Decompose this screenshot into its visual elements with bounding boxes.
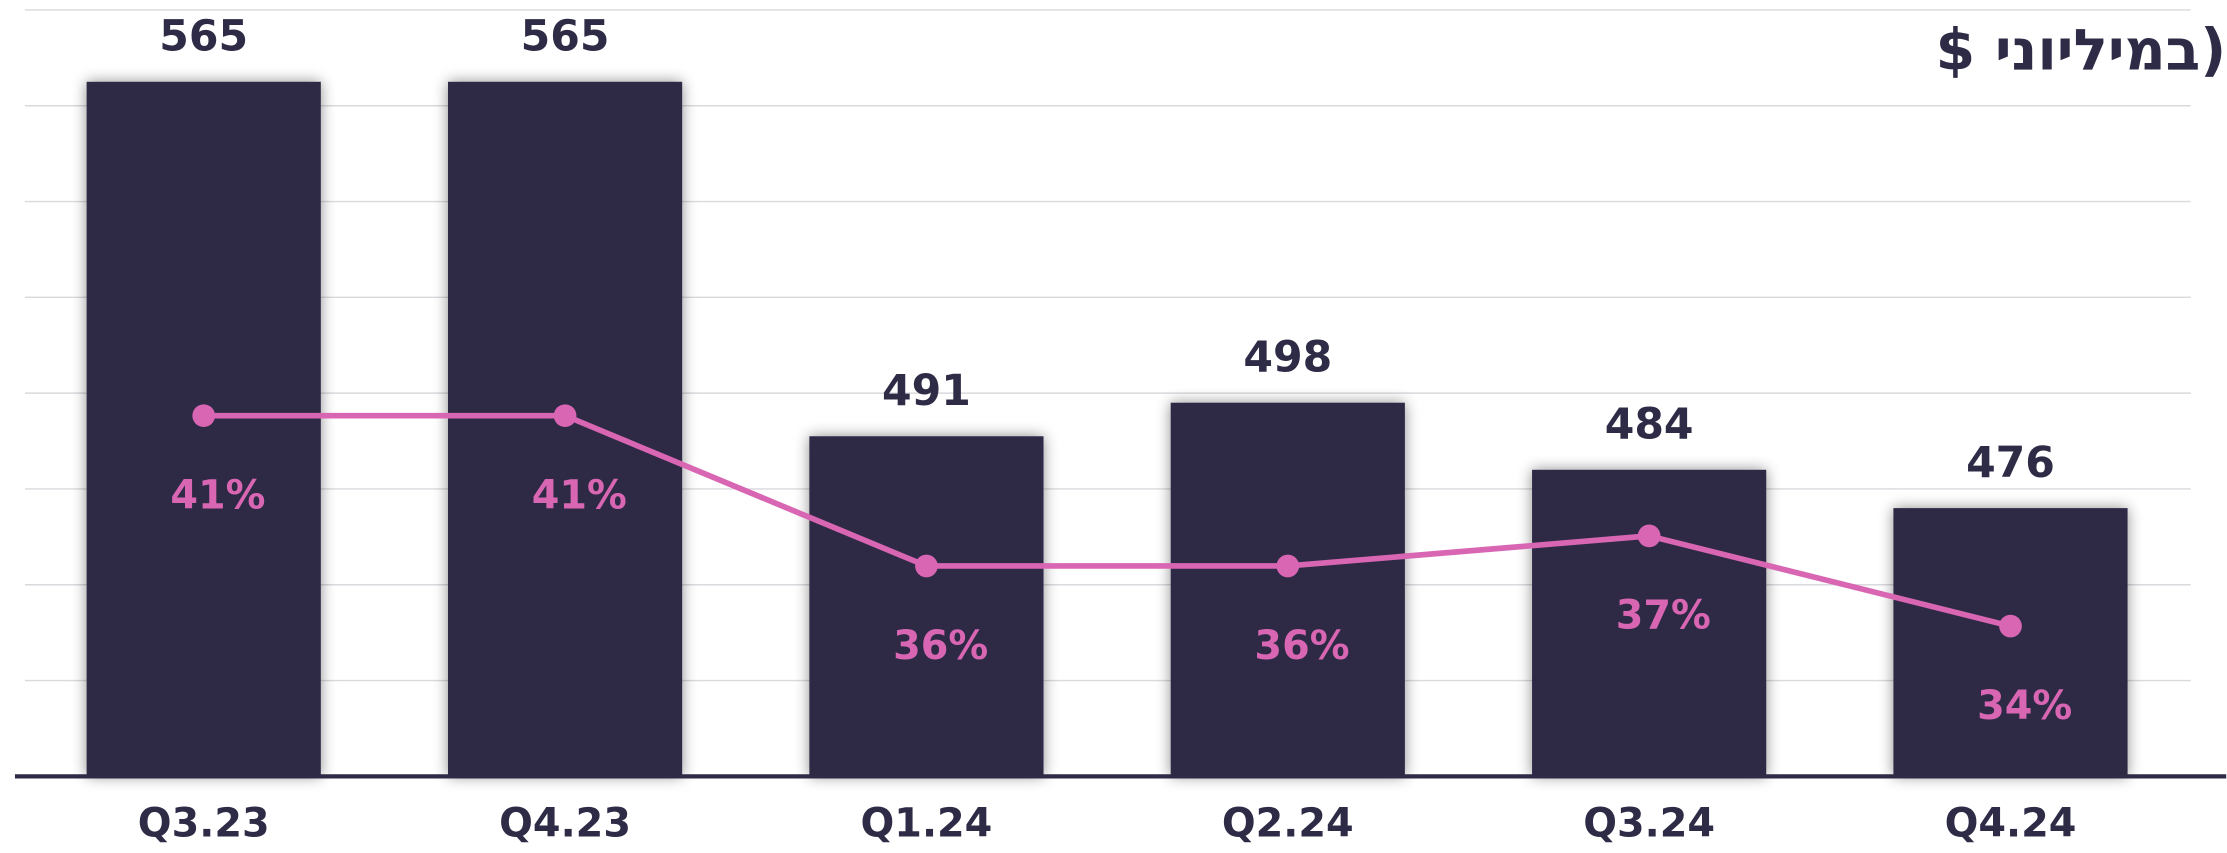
line-point [192,404,216,428]
line-point [915,554,938,578]
line-value-label: 36% [1254,623,1349,669]
bar [1532,469,1767,777]
bar [1170,402,1405,777]
line [203,412,2012,629]
x-tick-label: Q1.24 [861,801,993,847]
line-point [1637,524,1661,548]
line-point [1999,614,2022,638]
line-point [1276,554,1300,578]
bar [809,436,1044,777]
line-value-label: 36% [893,623,988,669]
line-value-label: 34% [1977,683,2072,729]
bar-value-label: 484 [1605,400,1694,450]
bar-value-label: 565 [159,12,248,62]
bar [86,81,321,777]
x-tick-label: Q4.23 [499,801,631,847]
line-value-label: 41% [532,473,627,519]
line-value-label: 41% [170,473,265,519]
bar-value-label: 498 [1243,333,1332,383]
bar [1893,508,2128,777]
x-tick-label: Q4.24 [1945,801,2077,847]
x-tick-label: Q2.24 [1222,801,1354,847]
chart-title: (במיליוני $ [1936,18,2227,84]
line-value-label: 37% [1616,593,1711,639]
x-tick-label: Q3.24 [1583,801,1715,847]
x-tick-label: Q3.23 [138,801,270,847]
line-point [553,404,577,428]
bar-value-label: 491 [882,366,971,416]
bar [447,81,683,777]
bar-value-label: 565 [521,12,610,62]
bar-value-label: 476 [1966,438,2055,488]
